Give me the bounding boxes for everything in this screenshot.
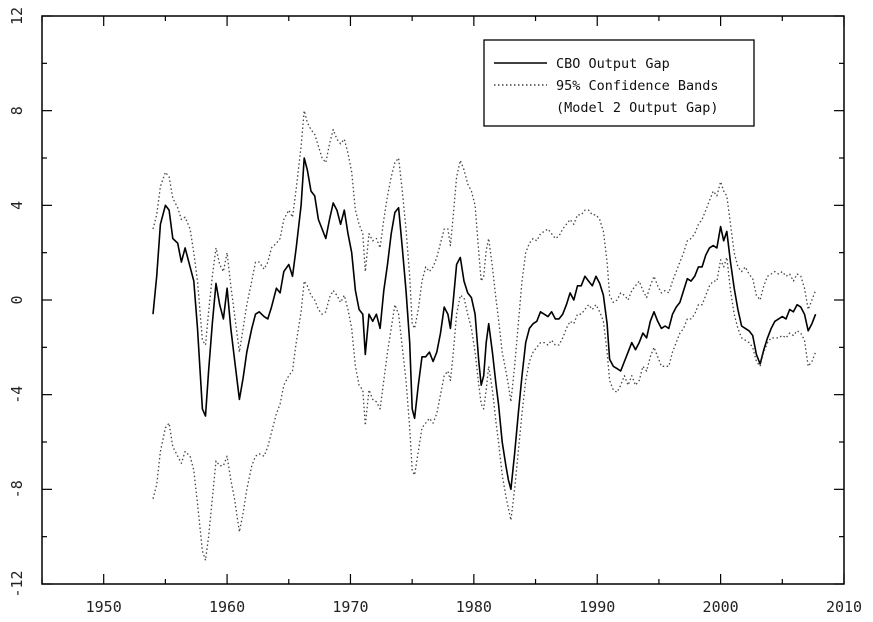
legend-entry-bands: 95% Confidence Bands [556, 78, 719, 94]
x-tick-label: 1960 [209, 598, 245, 616]
axis-tick-labels: 1950 1960 1970 1980 1990 2000 2010 -12 -8 -4 0 4 8 12 [8, 7, 862, 616]
y-tick-label: 0 [8, 295, 26, 304]
legend-entry-cbo: CBO Output Gap [556, 56, 670, 72]
axis-ticks [41, 15, 845, 585]
x-tick-label: 1990 [579, 598, 615, 616]
lower-confidence-band-line [152, 256, 817, 561]
y-tick-label: 4 [8, 201, 26, 210]
legend: CBO Output Gap 95% Confidence Bands (Mod… [483, 39, 755, 127]
y-tick-label: -4 [8, 386, 26, 404]
y-tick-label: 12 [8, 7, 26, 25]
x-tick-label: 2010 [826, 598, 862, 616]
x-tick-label: 1970 [332, 598, 368, 616]
cbo-output-gap-line [152, 157, 817, 491]
upper-confidence-band-line [152, 110, 817, 403]
x-tick-label: 1950 [86, 598, 122, 616]
x-tick-label: 2000 [703, 598, 739, 616]
y-tick-label: -8 [8, 480, 26, 498]
series-layer [152, 110, 817, 561]
x-tick-label: 1980 [456, 598, 492, 616]
legend-box [483, 39, 755, 127]
y-tick-label: -12 [8, 570, 26, 597]
y-tick-label: 8 [8, 106, 26, 115]
legend-entry-model: (Model 2 Output Gap) [556, 100, 719, 116]
